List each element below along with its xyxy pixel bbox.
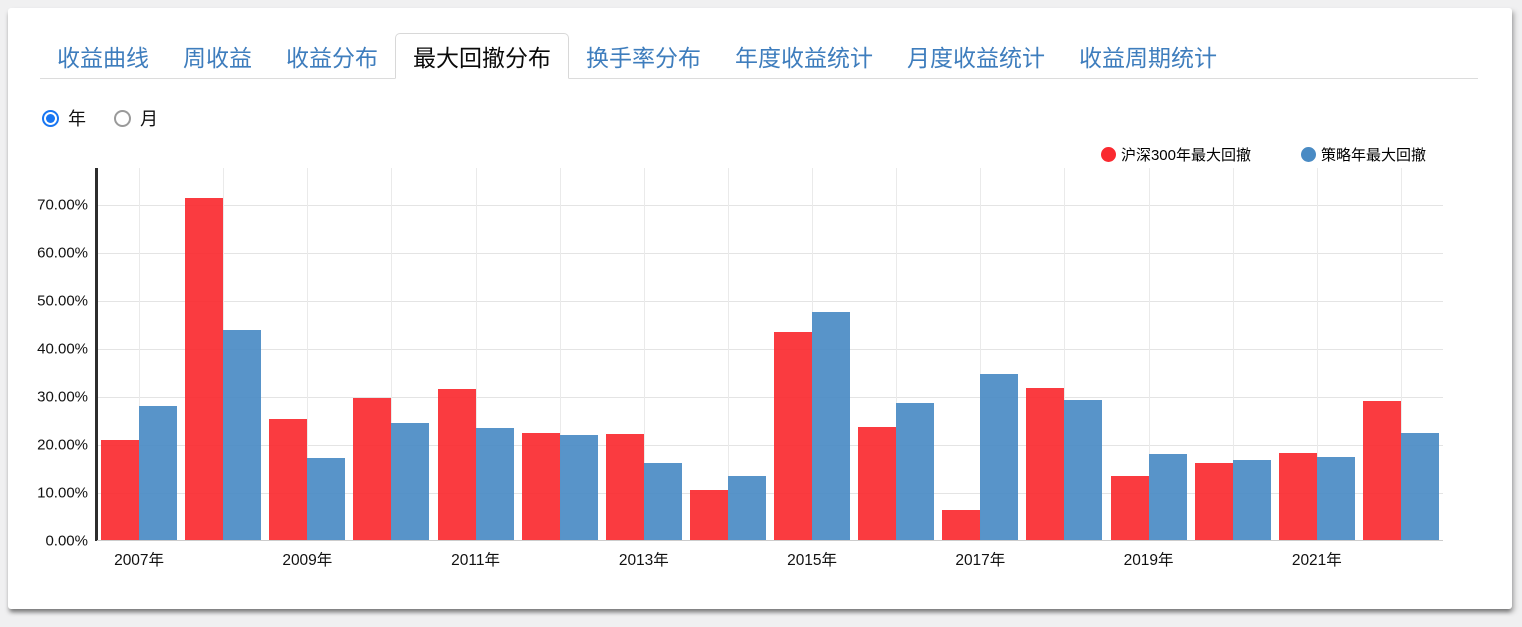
bar-2008-strategy: [223, 329, 262, 540]
v-gridline: [1400, 168, 1402, 541]
h-gridline: [97, 397, 1443, 398]
content-card: 收益曲线 周收益 收益分布 最大回撤分布 换手率分布 年度收益统计 月度收益统计 收益周期统计…: [8, 8, 1512, 609]
bar-2013-strategy: [643, 462, 682, 540]
bar-2009-hs300: [269, 419, 308, 540]
y-axis-tick-label: 50.00%: [37, 292, 88, 310]
x-axis-tick-label: 2021年: [1291, 552, 1342, 569]
x-axis-tick-label: 2013年: [618, 552, 669, 569]
bar-2021-strategy: [1316, 457, 1355, 540]
bar-2014-strategy: [727, 476, 766, 540]
legend-label: 策略年最大回撤: [1320, 147, 1426, 164]
bar-2014-hs300: [689, 490, 728, 540]
bar-2007-hs300: [101, 440, 140, 540]
x-axis-line: [97, 540, 1443, 541]
v-gridline: [1232, 168, 1234, 541]
chart-legend: 沪深300年最大回撤 策略年最大回撤: [1100, 144, 1426, 165]
h-gridline: [97, 205, 1443, 206]
bar-2020-strategy: [1232, 460, 1271, 540]
bar-2019-strategy: [1148, 453, 1187, 540]
bar-2022-hs300: [1362, 401, 1401, 540]
v-gridline: [559, 168, 561, 541]
bar-2018-hs300: [1026, 387, 1065, 540]
tab-7[interactable]: 月度收益统计: [907, 44, 1045, 71]
v-gridline: [896, 168, 898, 541]
h-gridline: [97, 349, 1443, 350]
legend-item-2[interactable]: 策略年最大回撤: [1300, 144, 1426, 165]
v-gridline: [1064, 168, 1066, 541]
radio-option-1[interactable]: 年: [42, 105, 86, 131]
radio-label: 月: [140, 109, 158, 129]
radio-dot-icon: [46, 113, 55, 123]
legend-item-1[interactable]: 沪深300年最大回撤: [1100, 144, 1251, 165]
v-gridline: [1148, 168, 1150, 541]
bar-2011-strategy: [475, 428, 514, 540]
y-axis-tick-label: 30.00%: [37, 388, 88, 406]
bar-2007-strategy: [139, 406, 178, 540]
v-gridline: [475, 168, 477, 541]
tab-8[interactable]: 收益周期统计: [1079, 44, 1217, 71]
bar-2015-strategy: [812, 312, 851, 540]
v-gridline: [727, 168, 729, 541]
y-axis-tick-label: 60.00%: [37, 244, 88, 262]
tab-2[interactable]: 周收益: [183, 44, 252, 71]
y-axis-tick-label: 70.00%: [37, 196, 88, 214]
v-gridline: [980, 168, 982, 541]
tab-bar: 收益曲线 周收益 收益分布 最大回撤分布 换手率分布 年度收益统计 月度收益统计 收益周期统计: [40, 33, 1478, 79]
h-gridline: [97, 301, 1443, 302]
bar-2012-hs300: [521, 432, 560, 540]
legend-dot-icon: [1100, 147, 1116, 162]
bar-2018-strategy: [1064, 400, 1103, 540]
tab-5[interactable]: 换手率分布: [586, 44, 701, 71]
bar-2013-hs300: [605, 433, 644, 540]
radio-unselected-icon[interactable]: [114, 109, 131, 127]
bar-2012-strategy: [559, 435, 598, 540]
bar-2017-strategy: [980, 373, 1019, 540]
bar-2016-strategy: [896, 403, 935, 540]
period-radio-group: 年月: [42, 105, 158, 131]
v-gridline: [391, 168, 393, 541]
bar-2010-hs300: [353, 397, 392, 540]
legend-dot-icon: [1300, 147, 1316, 162]
tab-4[interactable]: 最大回撤分布: [395, 33, 569, 79]
bar-2022-strategy: [1400, 432, 1439, 540]
v-gridline: [307, 168, 309, 541]
radio-selected-icon[interactable]: [42, 109, 59, 127]
y-axis-tick-label: 20.00%: [37, 436, 88, 454]
bar-2011-hs300: [437, 388, 476, 540]
bar-2016-hs300: [858, 427, 897, 540]
bar-2017-hs300: [942, 509, 981, 540]
plot-area: 0.00% 10.00% 20.00% 30.00% 40.00% 50.00% 60.00…: [37, 168, 1443, 569]
legend-label: 沪深300年最大回撤: [1120, 147, 1251, 164]
h-gridline: [97, 445, 1443, 446]
bar-2009-strategy: [307, 458, 346, 540]
v-gridline: [1316, 168, 1318, 541]
x-axis-tick-label: 2009年: [282, 552, 333, 569]
x-axis-tick-label: 2015年: [787, 552, 838, 569]
h-gridline: [97, 493, 1443, 494]
tab-6[interactable]: 年度收益统计: [735, 44, 873, 71]
v-gridline: [643, 168, 645, 541]
x-axis-tick-label: 2019年: [1123, 552, 1174, 569]
y-axis-line: [95, 168, 98, 541]
x-axis-tick-label: 2007年: [114, 552, 165, 569]
bar-2020-hs300: [1194, 462, 1233, 540]
bar-2021-hs300: [1278, 452, 1317, 540]
bar-2019-hs300: [1110, 475, 1149, 540]
tab-3[interactable]: 收益分布: [286, 44, 378, 71]
y-axis-tick-label: 10.00%: [37, 484, 88, 502]
radio-option-2[interactable]: 月: [114, 105, 158, 131]
x-axis-tick-label: 2011年: [451, 552, 500, 569]
v-gridline: [139, 168, 141, 541]
x-axis-tick-label: 2017年: [955, 552, 1006, 569]
y-axis-tick-label: 40.00%: [37, 340, 88, 358]
radio-label: 年: [68, 109, 86, 129]
bar-2008-hs300: [185, 197, 224, 540]
bar-2010-strategy: [391, 422, 430, 540]
y-axis-tick-label: 0.00%: [45, 532, 88, 550]
tab-1[interactable]: 收益曲线: [57, 44, 149, 71]
h-gridline: [97, 253, 1443, 254]
bar-2015-hs300: [774, 331, 813, 540]
